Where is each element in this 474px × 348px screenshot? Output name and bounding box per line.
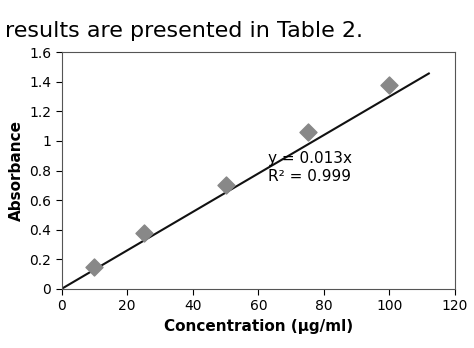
- Y-axis label: Absorbance: Absorbance: [9, 120, 24, 221]
- Point: [91, 264, 98, 269]
- Point: [222, 182, 229, 188]
- Point: [304, 129, 311, 135]
- Text: results are presented in Table 2.: results are presented in Table 2.: [5, 21, 363, 41]
- Text: y = 0.013x
R² = 0.999: y = 0.013x R² = 0.999: [268, 151, 352, 184]
- X-axis label: Concentration (µg/ml): Concentration (µg/ml): [164, 319, 353, 334]
- Point: [140, 230, 147, 235]
- Point: [386, 82, 393, 88]
